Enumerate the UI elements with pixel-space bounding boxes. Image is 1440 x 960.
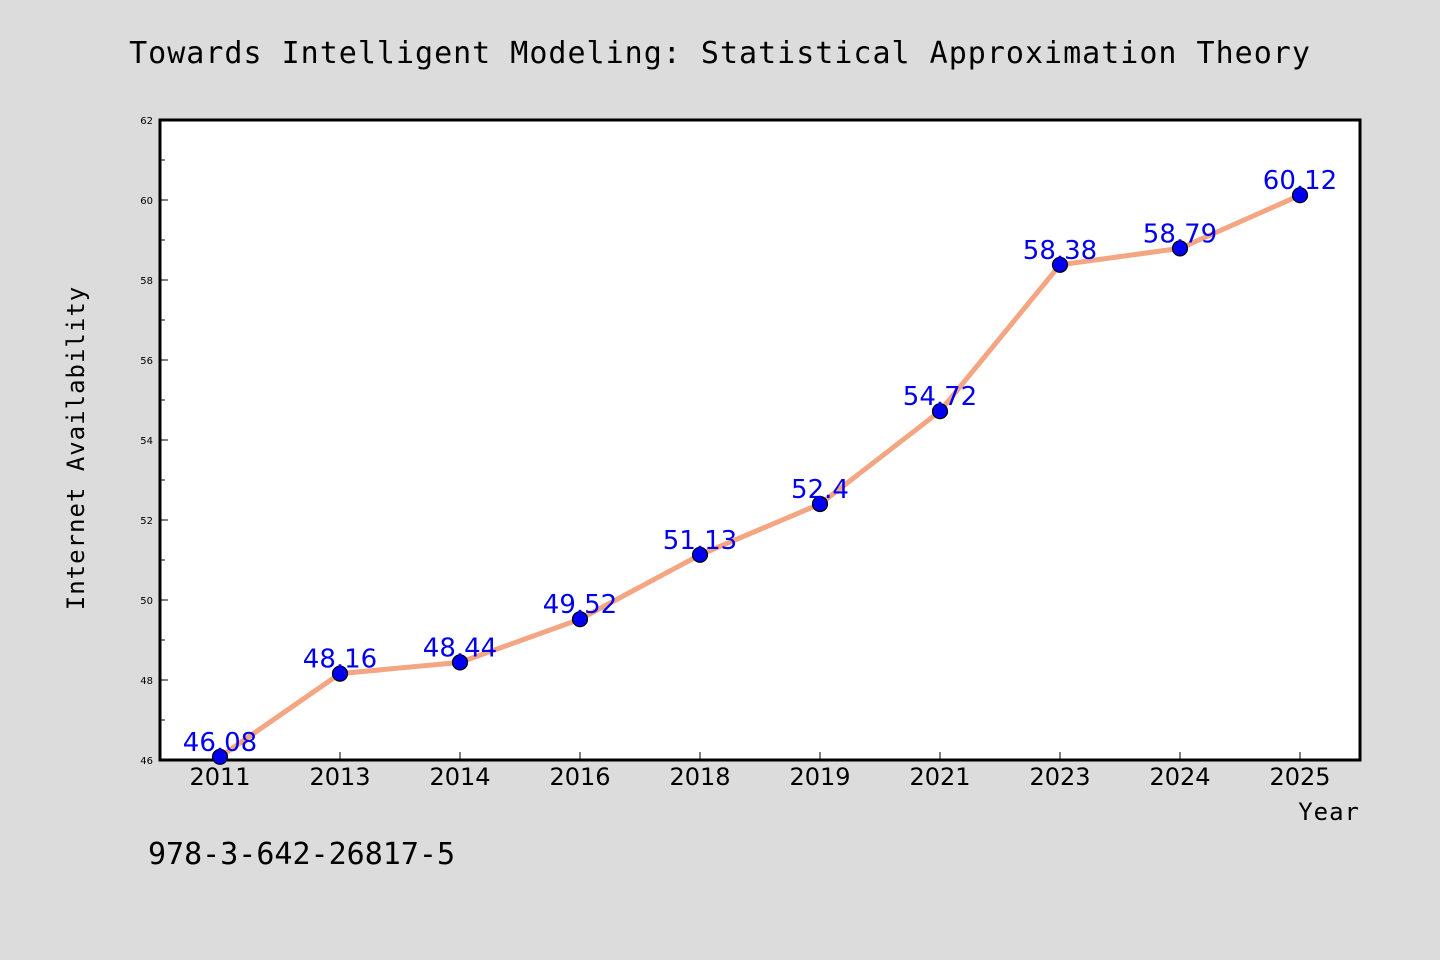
- x-tick-label: 2018: [669, 763, 730, 791]
- isbn-text: 978-3-642-26817-5: [148, 837, 455, 872]
- data-label: 48.16: [303, 645, 377, 675]
- y-tick-label: 50: [140, 596, 153, 607]
- y-tick-label: 46: [140, 756, 153, 767]
- x-axis-label: Year: [1298, 798, 1360, 826]
- x-tick-label: 2016: [549, 763, 610, 791]
- y-tick-label: 62: [140, 116, 153, 127]
- y-axis-ticks: 46 48 50 52 54 56 58 60 62: [140, 116, 168, 767]
- y-tick-label: 54: [140, 436, 153, 447]
- data-point-marker: [571, 611, 589, 628]
- x-tick-label: 2025: [1269, 763, 1330, 791]
- data-label: 60.12: [1263, 166, 1337, 196]
- data-point-marker: [811, 495, 829, 513]
- data-point-marker: [931, 403, 949, 420]
- data-label: 52.4: [791, 475, 849, 505]
- series-line: [217, 192, 1303, 760]
- x-tick-label: 2014: [429, 763, 490, 791]
- data-point-marker: [691, 546, 709, 563]
- chart-title: Towards Intelligent Modeling: Statistica…: [129, 36, 1311, 71]
- x-tick-label: 2013: [309, 763, 370, 791]
- y-tick-label: 56: [140, 356, 153, 367]
- y-tick-label: 60: [140, 196, 153, 207]
- x-tick-label: 2011: [189, 763, 250, 791]
- data-point-marker: [1171, 240, 1189, 257]
- data-labels-layer: 46.08 48.16 48.44 49.52 51.13 52.4 54.72 58.38 5…: [183, 166, 1337, 758]
- y-tick-label: 52: [140, 516, 153, 527]
- data-label: 58.79: [1143, 219, 1217, 249]
- data-label: 46.08: [183, 728, 257, 758]
- x-tick-label: 2019: [789, 763, 850, 791]
- data-label: 51.13: [663, 526, 737, 556]
- plot-area: [158, 118, 1362, 762]
- y-tick-label: 48: [140, 676, 153, 687]
- data-label: 49.52: [543, 590, 617, 620]
- data-label: 58.38: [1023, 236, 1097, 266]
- data-point-marker: [451, 654, 469, 671]
- x-axis-ticks: 2011 2013 2014 2016 2018 2019 2021 2023 2024 2025: [189, 752, 1331, 791]
- y-axis-label: Internet Availability: [62, 286, 90, 610]
- x-tick-label: 2023: [1029, 763, 1090, 791]
- data-label: 48.44: [423, 633, 497, 663]
- y-tick-label: 58: [140, 276, 153, 287]
- data-point-marker: [211, 748, 229, 765]
- data-label: 54.72: [903, 382, 977, 412]
- data-point-marker: [1051, 256, 1069, 273]
- series-layer: [211, 187, 1309, 765]
- data-point-marker: [331, 665, 349, 682]
- x-tick-label: 2021: [909, 763, 970, 791]
- data-point-marker: [1291, 187, 1309, 204]
- x-tick-label: 2024: [1149, 763, 1210, 791]
